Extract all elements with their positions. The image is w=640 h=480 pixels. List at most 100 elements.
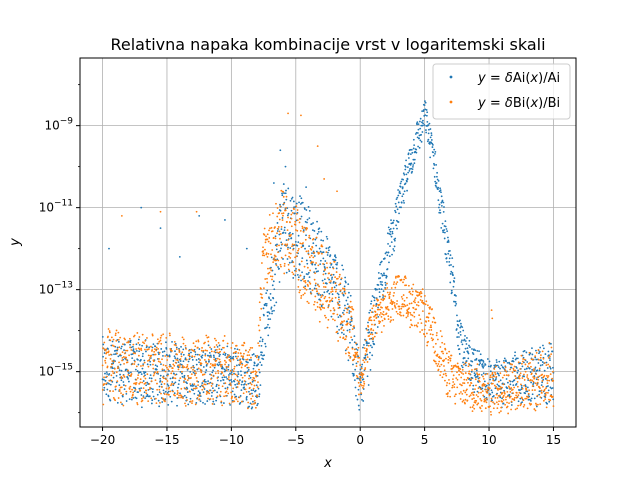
data-point: [187, 360, 190, 363]
data-point: [399, 311, 402, 314]
data-point: [102, 355, 104, 358]
data-point: [134, 352, 137, 355]
data-point: [536, 381, 539, 384]
data-point: [249, 346, 252, 349]
data-point: [112, 390, 115, 393]
data-point: [264, 241, 267, 244]
data-point: [491, 391, 494, 394]
data-point: [448, 390, 451, 392]
data-point: [283, 262, 286, 265]
data-point: [534, 366, 537, 369]
data-point: [332, 307, 335, 309]
data-point: [253, 399, 256, 402]
data-point: [141, 333, 144, 336]
data-point: [381, 274, 384, 277]
data-point: [305, 250, 308, 253]
data-point: [167, 384, 170, 387]
data-point: [445, 257, 448, 259]
data-point: [283, 202, 285, 205]
data-point: [514, 374, 517, 377]
data-point: [372, 329, 375, 332]
data-point: [180, 355, 183, 358]
data-point: [110, 379, 113, 382]
data-point: [120, 345, 123, 348]
data-point: [360, 371, 363, 374]
data-point: [523, 368, 526, 371]
data-point: [431, 333, 434, 336]
data-point: [424, 100, 426, 103]
data-point: [507, 385, 510, 388]
data-point: [117, 397, 120, 399]
data-point: [526, 374, 529, 376]
data-point: [427, 316, 430, 319]
data-point: [254, 373, 257, 375]
data-point: [282, 214, 284, 217]
data-point: [502, 383, 505, 386]
data-point: [236, 386, 239, 388]
data-point: [483, 395, 486, 398]
data-point: [262, 252, 265, 255]
data-point: [435, 175, 438, 178]
data-point: [176, 359, 179, 362]
data-point: [295, 205, 298, 208]
data-point: [536, 403, 539, 406]
data-point: [417, 145, 419, 148]
data-point: [426, 140, 429, 143]
data-point: [150, 402, 153, 405]
data-point: [278, 233, 281, 236]
data-point: [175, 346, 178, 349]
data-point: [253, 402, 255, 405]
data-point: [355, 365, 358, 368]
data-point: [515, 382, 518, 385]
data-point: [288, 252, 291, 254]
data-point: [165, 393, 168, 396]
data-point: [359, 377, 361, 380]
data-point: [135, 343, 138, 346]
data-point: [443, 365, 445, 367]
data-point: [279, 233, 282, 235]
data-point: [264, 248, 266, 251]
data-point: [499, 386, 502, 388]
data-point: [316, 250, 318, 253]
data-point: [537, 362, 540, 364]
data-point: [334, 296, 337, 299]
data-point: [509, 391, 512, 393]
data-point: [158, 340, 161, 343]
data-point: [278, 267, 280, 270]
data-point: [239, 401, 242, 404]
data-point: [445, 357, 447, 360]
data-point: [137, 391, 140, 394]
data-point: [258, 371, 261, 374]
data-point: [417, 301, 420, 304]
data-point: [367, 344, 370, 347]
data-point: [287, 187, 290, 190]
data-point: [310, 254, 313, 257]
data-point: [191, 383, 194, 386]
data-point: [490, 413, 492, 416]
data-point: [349, 357, 352, 359]
data-point: [460, 322, 462, 325]
data-point: [395, 198, 398, 201]
data-point: [262, 246, 264, 249]
data-point: [331, 278, 333, 280]
data-point: [319, 250, 322, 253]
data-point: [516, 380, 519, 383]
data-point: [419, 127, 422, 130]
data-point: [353, 327, 356, 329]
data-point: [450, 364, 453, 367]
data-point: [466, 347, 469, 350]
x-tick-label: 10: [481, 433, 496, 447]
data-point: [293, 243, 296, 246]
data-point: [140, 358, 142, 361]
data-point: [266, 314, 269, 317]
data-point: [390, 222, 393, 225]
data-point: [295, 270, 297, 273]
data-point: [512, 369, 515, 372]
data-point: [331, 286, 334, 289]
data-point: [447, 358, 450, 361]
data-point: [513, 379, 516, 381]
data-point: [204, 380, 207, 383]
data-point: [356, 377, 359, 380]
data-point: [213, 366, 216, 369]
data-point: [203, 373, 206, 376]
